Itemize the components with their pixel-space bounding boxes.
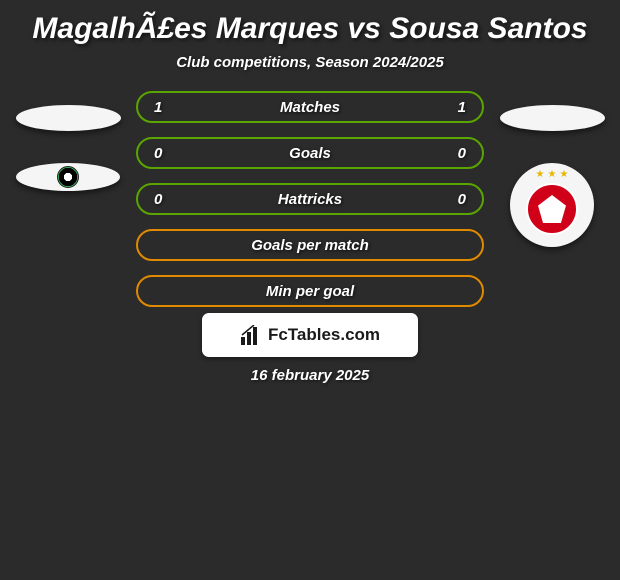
page-title: MagalhÃ£es Marques vs Sousa Santos (8, 0, 612, 54)
stat-value-left: 1 (154, 99, 174, 116)
right-player-column: ★ ★ ★ (492, 91, 612, 247)
stat-row: 0 Hattricks 0 (136, 183, 484, 215)
stat-label: Goals per match (251, 237, 369, 254)
stat-value-right: 0 (446, 191, 466, 208)
benfica-badge-bg: ★ ★ ★ (510, 163, 594, 247)
stat-label: Hattricks (278, 191, 342, 208)
stats-column: 1 Matches 1 0 Goals 0 0 Hattricks 0 Goals per mat… (136, 91, 484, 307)
stat-pill: Min per goal (136, 275, 484, 307)
stat-row: Min per goal (136, 275, 484, 307)
subtitle: Club competitions, Season 2024/2025 (8, 54, 612, 91)
infographic-root: MagalhÃ£es Marques vs Sousa Santos Club … (0, 0, 620, 384)
left-club-badge (16, 163, 120, 191)
stat-label: Goals (289, 145, 331, 162)
benfica-crest-inner (538, 195, 566, 223)
star-icon: ★ (559, 169, 568, 180)
right-player-avatar (500, 105, 605, 131)
stat-value-left: 0 (154, 145, 174, 162)
bars-icon (240, 325, 262, 345)
star-icon: ★ (548, 169, 557, 180)
stat-value-right: 0 (446, 145, 466, 162)
stat-value-right: 1 (446, 99, 466, 116)
stat-pill: Goals per match (136, 229, 484, 261)
boavista-crest-icon (57, 166, 79, 188)
stat-pill: 0 Goals 0 (136, 137, 484, 169)
benfica-crest-icon (526, 183, 578, 235)
stat-row: 1 Matches 1 (136, 91, 484, 123)
date-line: 16 february 2025 (8, 367, 612, 384)
fctables-label: FcTables.com (268, 325, 380, 345)
stat-value-left: 0 (154, 191, 174, 208)
stat-row: 0 Goals 0 (136, 137, 484, 169)
fctables-watermark: FcTables.com (202, 313, 418, 357)
right-club-badge: ★ ★ ★ (510, 163, 594, 247)
stat-pill: 0 Hattricks 0 (136, 183, 484, 215)
left-club-badge-bg (16, 163, 120, 191)
stat-row: Goals per match (136, 229, 484, 261)
star-icon: ★ (536, 169, 545, 180)
comparison-body: 1 Matches 1 0 Goals 0 0 Hattricks 0 Goals per mat… (8, 91, 612, 307)
stat-pill: 1 Matches 1 (136, 91, 484, 123)
stat-label: Min per goal (266, 283, 354, 300)
benfica-stars: ★ ★ ★ (536, 169, 569, 180)
stat-label: Matches (280, 99, 340, 116)
left-player-avatar (16, 105, 121, 131)
left-player-column (8, 91, 128, 191)
